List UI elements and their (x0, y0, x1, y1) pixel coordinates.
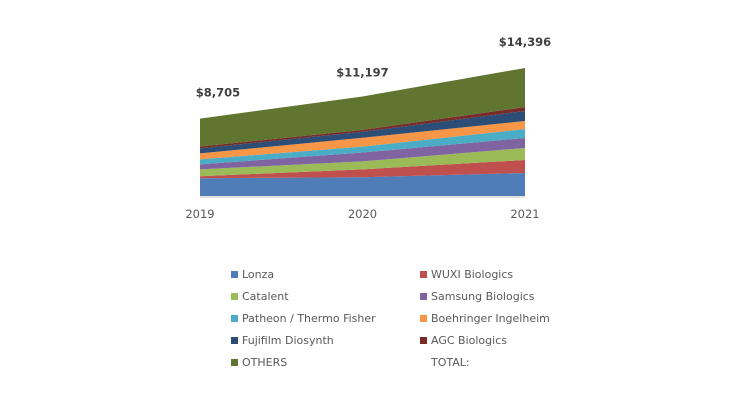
x-axis-ticks: 2019 2020 2021 (185, 207, 539, 221)
area-catalent (200, 147, 525, 177)
legend-label: WUXI Biologics (431, 267, 514, 281)
total-data-label: $8,705 (196, 86, 240, 100)
legend-item: Lonza (231, 266, 274, 282)
legend-item: Catalent (231, 288, 289, 304)
area-others (200, 68, 525, 147)
total-data-label: $14,396 (499, 35, 551, 49)
area-samsung-biologics (200, 137, 525, 170)
legend-swatch (231, 314, 238, 322)
legend-item: WUXI Biologics (420, 266, 513, 282)
legend-swatch (231, 270, 238, 278)
legend-item: AGC Biologics (420, 332, 507, 348)
legend-swatch (231, 292, 238, 300)
legend-label: Fujifilm Diosynth (242, 333, 334, 347)
legend-label: Boehringer Ingelheim (431, 311, 550, 325)
legend-label: Lonza (242, 267, 275, 281)
legend-label: AGC Biologics (431, 333, 507, 347)
legend-swatch (231, 336, 238, 344)
legend-item: TOTAL: (420, 354, 470, 370)
area-lonza (200, 172, 525, 196)
area-patheon-thermo-fisher (200, 129, 525, 165)
legend-label: Samsung Biologics (431, 289, 535, 303)
x-tick-label: 2020 (348, 207, 377, 221)
legend-swatch (231, 358, 238, 366)
area-fujifilm-diosynth (200, 110, 525, 154)
legend-swatch (420, 314, 427, 322)
legend-item: Fujifilm Diosynth (231, 332, 334, 348)
legend-item: Samsung Biologics (420, 288, 535, 304)
legend-item: Boehringer Ingelheim (420, 310, 550, 326)
area-layers (200, 68, 525, 196)
legend-swatch-empty (420, 359, 427, 366)
legend-label: Catalent (242, 289, 289, 303)
legend-item: Patheon / Thermo Fisher (231, 310, 376, 326)
legend-label: TOTAL: (431, 355, 470, 369)
x-tick-label: 2019 (185, 207, 214, 221)
area-boehringer-ingelheim (200, 121, 525, 160)
total-data-label: $11,197 (336, 65, 388, 79)
legend-item: OTHERS (231, 354, 287, 370)
legend-label: OTHERS (242, 355, 288, 369)
x-tick-label: 2021 (510, 207, 539, 221)
legend-swatch (420, 270, 427, 278)
legend-swatch (420, 336, 427, 344)
legend-swatch (420, 292, 427, 300)
legend-label: Patheon / Thermo Fisher (242, 311, 376, 325)
total-labels: $8,705 $11,197 $14,396 (196, 35, 551, 100)
area-agc-biologics (200, 106, 525, 149)
area-wuxi-biologics (200, 159, 525, 179)
